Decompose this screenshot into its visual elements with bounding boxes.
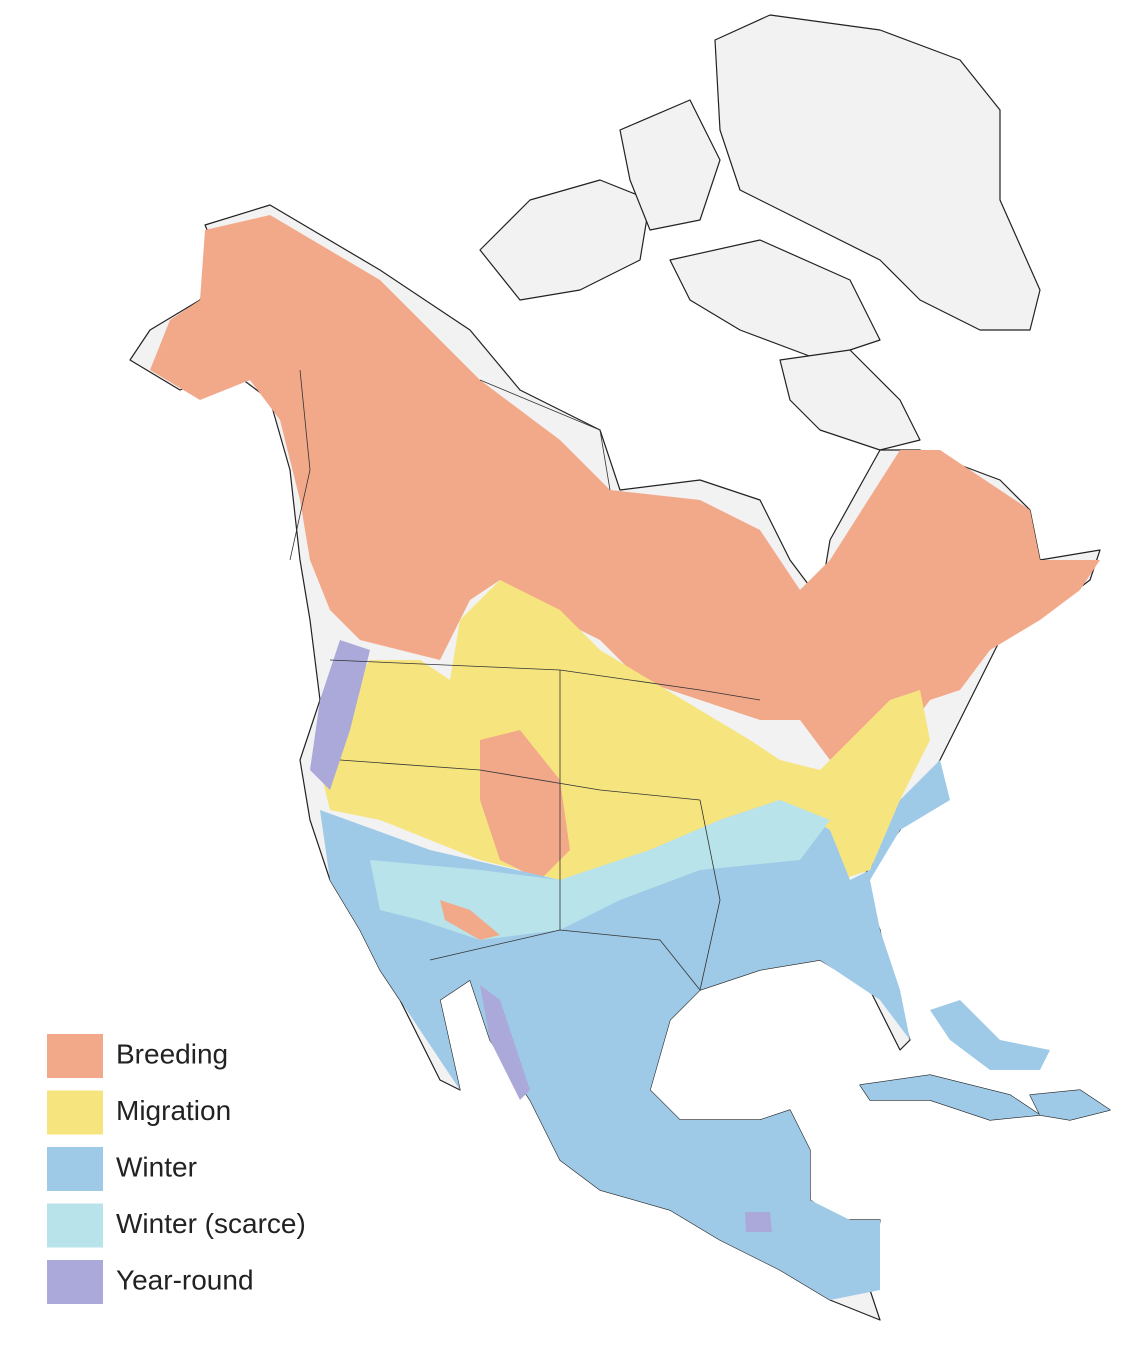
arctic-island xyxy=(479,179,651,301)
winter-caribbean xyxy=(860,1075,1040,1120)
legend-swatch xyxy=(47,1203,103,1248)
migration-zone xyxy=(320,580,930,880)
arctic-island xyxy=(619,99,721,231)
range-zones xyxy=(150,215,1110,1300)
legend-swatch xyxy=(47,1034,103,1078)
legend-label: Breeding xyxy=(116,1038,228,1069)
year-round-zone xyxy=(745,1212,772,1232)
border-line xyxy=(429,929,701,991)
border-line xyxy=(339,759,701,801)
border-line xyxy=(699,799,721,991)
arctic-island xyxy=(669,239,881,361)
legend-swatch xyxy=(47,1260,103,1304)
political-borders xyxy=(289,369,761,991)
border-line xyxy=(329,659,761,701)
breeding-zone xyxy=(150,215,1100,760)
greenland xyxy=(714,14,1041,331)
year-round-zone xyxy=(310,640,370,790)
legend-label: Migration xyxy=(116,1095,231,1126)
legend-label: Year-round xyxy=(116,1264,254,1295)
baffin-island xyxy=(779,349,921,451)
border-line xyxy=(479,379,611,491)
legend-swatch xyxy=(47,1090,103,1135)
legend: Breeding Migration Winter Winter (scarce) Ye… xyxy=(47,1034,306,1304)
breeding-patch xyxy=(440,900,500,940)
winter-scarce-zone xyxy=(370,800,830,940)
winter-bahamas xyxy=(930,1000,1050,1070)
border-line xyxy=(289,369,311,561)
legend-label: Winter xyxy=(116,1151,197,1182)
legend-swatch xyxy=(47,1147,103,1191)
winter-caribbean xyxy=(1030,1090,1110,1120)
breeding-patch xyxy=(480,730,570,880)
legend-label: Winter (scarce) xyxy=(116,1208,306,1239)
year-round-zone xyxy=(480,985,530,1100)
